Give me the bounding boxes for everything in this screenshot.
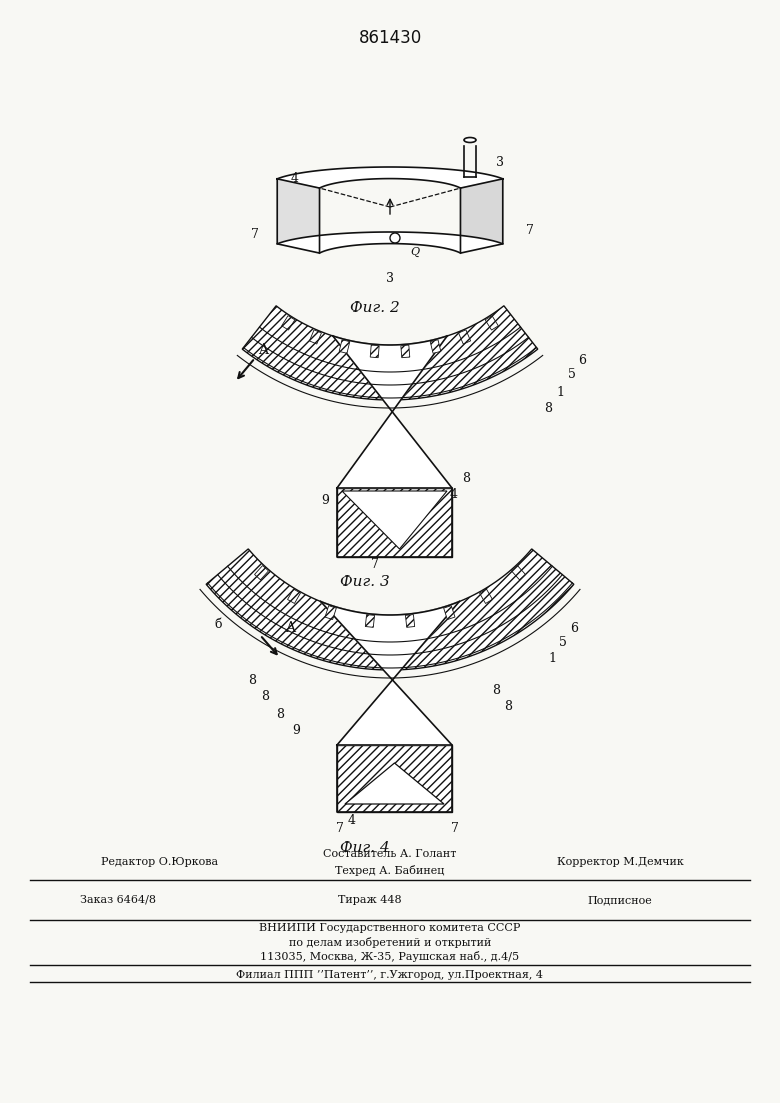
Polygon shape <box>277 232 503 253</box>
Text: A: A <box>258 343 268 357</box>
Text: 8: 8 <box>492 684 500 696</box>
Text: 113035, Москва, Ж-35, Раушская наб., д.4/5: 113035, Москва, Ж-35, Раушская наб., д.4… <box>261 951 519 962</box>
Polygon shape <box>337 488 452 557</box>
Polygon shape <box>310 330 321 344</box>
Text: 7: 7 <box>336 822 344 835</box>
Text: 4: 4 <box>291 171 299 184</box>
Polygon shape <box>406 614 415 628</box>
Text: 5: 5 <box>568 368 576 382</box>
Text: Редактор О.Юркова: Редактор О.Юркова <box>101 857 218 867</box>
Polygon shape <box>370 345 379 357</box>
Polygon shape <box>460 179 503 253</box>
Text: Составитель А. Голант: Составитель А. Голант <box>324 849 456 859</box>
Text: 8: 8 <box>462 471 470 484</box>
Polygon shape <box>206 549 574 670</box>
Text: Техред А. Бабинец: Техред А. Бабинец <box>335 865 445 876</box>
Text: 8: 8 <box>261 690 269 704</box>
Text: 4: 4 <box>450 488 458 501</box>
Polygon shape <box>243 306 537 400</box>
Polygon shape <box>282 315 295 330</box>
Polygon shape <box>431 340 441 353</box>
Polygon shape <box>485 315 498 330</box>
Text: Заказ 6464/8: Заказ 6464/8 <box>80 895 156 904</box>
Text: Фиг. 4: Фиг. 4 <box>340 840 390 855</box>
Ellipse shape <box>464 138 476 142</box>
Polygon shape <box>277 167 503 189</box>
Polygon shape <box>337 745 452 812</box>
Polygon shape <box>401 345 410 357</box>
Polygon shape <box>277 179 320 253</box>
Text: 6: 6 <box>570 621 578 634</box>
Text: Фиг. 3: Фиг. 3 <box>340 575 390 589</box>
Text: б: б <box>215 619 222 632</box>
Text: 8: 8 <box>504 699 512 713</box>
Text: Филиал ППП ’’Патент’’, г.Ужгород, ул.Проектная, 4: Филиал ППП ’’Патент’’, г.Ужгород, ул.Про… <box>236 970 544 979</box>
Polygon shape <box>254 566 268 580</box>
Polygon shape <box>512 566 526 580</box>
Polygon shape <box>365 614 374 628</box>
Text: 9: 9 <box>321 493 329 506</box>
Text: A: A <box>285 621 295 635</box>
Text: 5: 5 <box>559 636 567 650</box>
Text: ВНИИПИ Государственного комитета СССР: ВНИИПИ Государственного комитета СССР <box>259 923 521 933</box>
Text: 861430: 861430 <box>358 29 422 47</box>
Text: 4: 4 <box>348 814 356 826</box>
Polygon shape <box>333 336 452 488</box>
Polygon shape <box>321 601 459 745</box>
Text: 3: 3 <box>496 156 504 169</box>
Text: 7: 7 <box>251 228 259 242</box>
Text: 8: 8 <box>544 401 552 415</box>
Text: Фиг. 2: Фиг. 2 <box>350 301 400 315</box>
Text: 6: 6 <box>578 353 586 366</box>
Polygon shape <box>339 340 349 353</box>
Text: 7: 7 <box>526 224 534 236</box>
Polygon shape <box>459 330 470 344</box>
Text: 7: 7 <box>371 558 379 571</box>
Polygon shape <box>444 606 455 620</box>
Text: 8: 8 <box>248 674 256 686</box>
Polygon shape <box>325 606 336 620</box>
Text: по делам изобретений и открытий: по делам изобретений и открытий <box>289 936 491 947</box>
Text: Корректор М.Демчик: Корректор М.Демчик <box>557 857 683 867</box>
Text: Тираж 448: Тираж 448 <box>339 895 402 904</box>
Text: 1: 1 <box>556 386 564 398</box>
Text: Подписное: Подписное <box>587 895 652 904</box>
Polygon shape <box>480 589 492 603</box>
Text: 3: 3 <box>386 271 394 285</box>
Text: Q: Q <box>410 247 420 257</box>
Text: 7: 7 <box>451 822 459 835</box>
Text: 9: 9 <box>292 725 300 738</box>
Text: 8: 8 <box>276 707 284 720</box>
Polygon shape <box>288 589 300 603</box>
Text: 1: 1 <box>548 652 556 664</box>
Polygon shape <box>345 763 444 804</box>
Polygon shape <box>342 491 447 549</box>
